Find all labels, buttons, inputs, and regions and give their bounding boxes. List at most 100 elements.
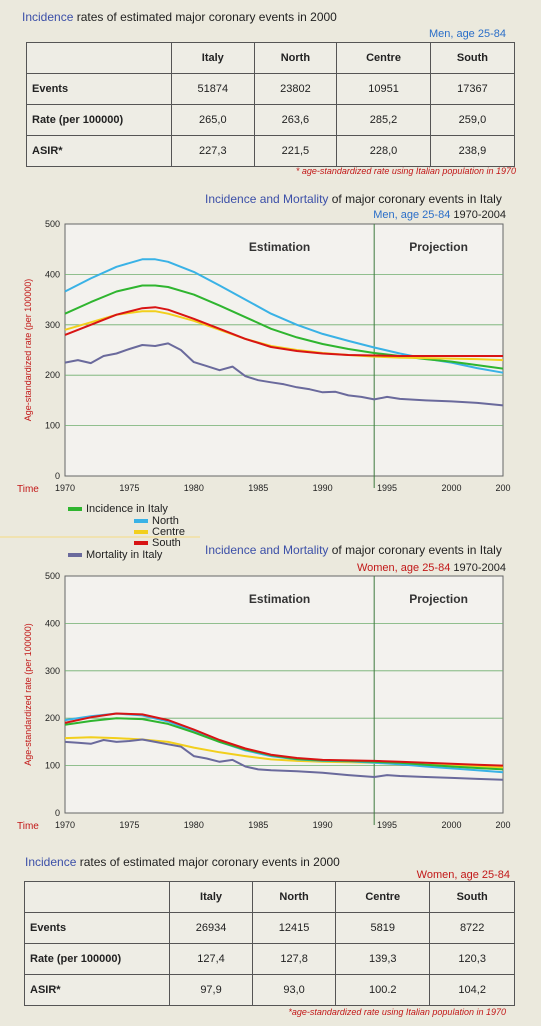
women-incidence-table: Italy North Centre South Events 26934 12415 581…	[24, 881, 515, 1006]
men-incidence-table: Italy North Centre South Events 51874 23802 109…	[26, 42, 516, 167]
x-tick-label: 1980	[184, 483, 204, 493]
x-tick-label: 1975	[119, 483, 139, 493]
table-cell: 100.2	[335, 974, 431, 1006]
table-cell: 97,9	[168, 974, 254, 1006]
x-tick-label: 1990	[313, 820, 333, 830]
y-tick-label: 300	[45, 666, 60, 676]
table-column-header: Italy	[171, 42, 255, 74]
y-axis-label: Age-standardized rate (per 100000)	[23, 279, 33, 422]
table-row-label: ASIR*	[26, 135, 172, 167]
table-column-header: Centre	[336, 42, 431, 74]
x-tick-label: 2000	[441, 483, 461, 493]
table-row-label: Events	[24, 912, 170, 944]
table-row: Events 26934 12415 5819 8722	[24, 912, 515, 944]
table-cell: 259,0	[429, 104, 516, 136]
table-cell: 26934	[168, 912, 254, 944]
x-tick-label: 1975	[119, 820, 139, 830]
table-cell: 139,3	[335, 943, 431, 975]
table-cell: 120,3	[429, 943, 515, 975]
table-cell: 51874	[171, 73, 255, 105]
y-tick-label: 400	[45, 269, 60, 279]
y-tick-label: 200	[45, 370, 60, 380]
table-column-header: South	[429, 42, 516, 74]
table-cell: 238,9	[429, 135, 516, 167]
table-cell: 93,0	[252, 974, 337, 1006]
table-cell: 17367	[429, 73, 516, 105]
table-row: Events 51874 23802 10951 17367	[26, 73, 516, 105]
legend-centre: Centre	[134, 526, 185, 538]
legend-incidence-swatch	[68, 507, 82, 512]
table-corner-cell	[24, 881, 170, 913]
legend-mortality: Mortality in Italy	[68, 549, 162, 561]
table-cell: 263,6	[253, 104, 338, 136]
legend-south-swatch	[134, 541, 148, 546]
region-label-estimation: Estimation	[249, 592, 310, 606]
legend-north: North	[134, 515, 179, 527]
chart1-subtitle: Men, age 25-84 1970-2004	[373, 209, 506, 221]
x-tick-label: 2000	[441, 820, 461, 830]
top-table-subtitle: Men, age 25-84	[428, 28, 506, 40]
table-row: Rate (per 100000) 127,4 127,8 139,3 120,3	[24, 943, 515, 975]
bottom-table-subtitle: Women, age 25-84	[416, 869, 510, 881]
table-cell: 265,0	[171, 104, 255, 136]
table-corner-cell	[26, 42, 172, 74]
chart2-subtitle: Women, age 25-84 1970-2004	[356, 562, 506, 574]
women-incidence-mortality-chart: 0 100 200 300 400 500 Estimation Projection 1970…	[17, 571, 511, 832]
table-column-header: Italy	[168, 881, 254, 913]
table-row: ASIR* 227,3 221,5 228,0 238,9	[26, 135, 516, 167]
x-tick-label: 1980	[184, 820, 204, 830]
table-cell: 5819	[335, 912, 431, 944]
y-tick-label: 100	[45, 761, 60, 771]
bottom-table-note: *age-standardized rate using Italian pop…	[288, 1007, 506, 1017]
chart2-title: Incidence and Mortality of major coronar…	[205, 543, 502, 557]
table-column-header: North	[253, 42, 338, 74]
y-tick-label: 500	[45, 219, 60, 229]
men-incidence-mortality-chart: 0 100 200 300 400 500 Estimation Projection 1970…	[17, 219, 511, 495]
series-line-mortality-in-italy	[64, 342, 504, 407]
legend-north-swatch	[134, 519, 148, 524]
x-tick-label: 1985	[248, 820, 268, 830]
legend-south: South	[134, 537, 181, 549]
region-label-estimation: Estimation	[249, 240, 310, 254]
table-cell: 8722	[429, 912, 515, 944]
table-cell: 285,2	[336, 104, 431, 136]
y-tick-label: 0	[55, 471, 60, 481]
table-column-header: North	[252, 881, 337, 913]
series-line-south	[64, 712, 504, 767]
plot-area	[64, 575, 504, 814]
table-cell: 12415	[252, 912, 337, 944]
y-tick-label: 400	[45, 618, 60, 628]
table-row: Rate (per 100000) 265,0 263,6 285,2 259,0	[26, 104, 516, 136]
table-cell: 127,8	[252, 943, 337, 975]
legend-centre-swatch	[134, 530, 148, 535]
x-tick-label: 1985	[248, 483, 268, 493]
x-tick-label: 1970	[55, 820, 75, 830]
table-cell: 227,3	[171, 135, 255, 167]
table-row-label: ASIR*	[24, 974, 170, 1006]
series-line-mortality-in-italy	[64, 738, 504, 781]
y-tick-label: 200	[45, 713, 60, 723]
x-axis-label: Time	[17, 484, 39, 495]
table-header-row: Italy North Centre South	[26, 42, 516, 74]
table-cell: 221,5	[253, 135, 338, 167]
x-tick-label: 1970	[55, 483, 75, 493]
y-tick-label: 100	[45, 421, 60, 431]
table-row: ASIR* 97,9 93,0 100.2 104,2	[24, 974, 515, 1006]
legend-mortality-swatch	[68, 553, 82, 558]
bottom-table-title: Incidence rates of estimated major coron…	[25, 855, 340, 869]
table-row-label: Events	[26, 73, 172, 105]
chart1-title: Incidence and Mortality of major coronar…	[205, 192, 502, 206]
table-cell: 228,0	[336, 135, 431, 167]
table-row-label: Rate (per 100000)	[24, 943, 170, 975]
table-cell: 127,4	[168, 943, 254, 975]
table-header-row: Italy North Centre South	[24, 881, 515, 913]
table-column-header: Centre	[335, 881, 431, 913]
x-tick-label: 200	[495, 820, 510, 830]
y-tick-label: 300	[45, 320, 60, 330]
table-column-header: South	[429, 881, 515, 913]
series-line-south	[64, 306, 503, 357]
x-tick-label: 1995	[377, 483, 397, 493]
x-axis-label: Time	[17, 821, 39, 832]
region-label-projection: Projection	[409, 240, 468, 254]
x-tick-label: 1990	[313, 483, 333, 493]
